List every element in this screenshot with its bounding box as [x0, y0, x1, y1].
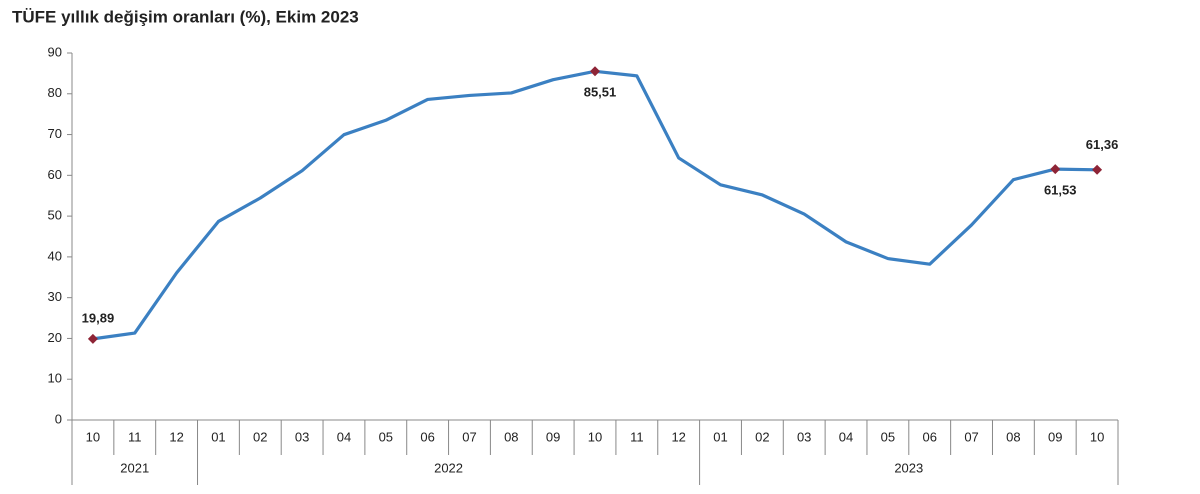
- y-tick-label: 90: [48, 44, 62, 59]
- x-tick-label: 11: [128, 429, 142, 444]
- x-tick-label: 07: [964, 429, 978, 444]
- data-marker: [87, 333, 98, 344]
- x-tick-label: 09: [1048, 429, 1062, 444]
- year-label: 2023: [894, 460, 923, 475]
- data-label: 85,51: [584, 85, 617, 100]
- x-tick-label: 10: [1090, 429, 1104, 444]
- x-tick-label: 08: [504, 429, 518, 444]
- data-marker: [1050, 164, 1061, 175]
- x-tick-label: 03: [295, 429, 309, 444]
- x-tick-label: 04: [337, 429, 351, 444]
- y-tick-label: 30: [48, 289, 62, 304]
- x-tick-label: 05: [881, 429, 895, 444]
- x-tick-label: 10: [86, 429, 100, 444]
- x-tick-label: 07: [462, 429, 476, 444]
- data-marker: [590, 66, 600, 77]
- data-label: 61,36: [1086, 137, 1119, 152]
- y-tick-label: 80: [48, 85, 62, 100]
- year-label: 2021: [120, 460, 149, 475]
- year-label: 2022: [434, 460, 463, 475]
- x-tick-label: 09: [546, 429, 560, 444]
- x-tick-label: 06: [420, 429, 434, 444]
- x-tick-label: 04: [839, 429, 853, 444]
- y-tick-label: 50: [48, 208, 62, 223]
- y-tick-label: 60: [48, 167, 62, 182]
- x-tick-label: 11: [630, 429, 644, 444]
- series-line: [92, 69, 1098, 341]
- x-tick-label: 03: [797, 429, 811, 444]
- y-tick-label: 10: [48, 371, 62, 386]
- x-tick-label: 12: [671, 429, 685, 444]
- x-tick-label: 12: [169, 429, 183, 444]
- data-label: 61,53: [1044, 183, 1077, 198]
- x-tick-label: 01: [211, 429, 225, 444]
- data-label: 19,89: [82, 310, 115, 325]
- x-tick-label: 05: [379, 429, 393, 444]
- x-tick-label: 08: [1006, 429, 1020, 444]
- x-tick-label: 10: [588, 429, 602, 444]
- y-tick-label: 70: [48, 126, 62, 141]
- y-tick-label: 40: [48, 248, 62, 263]
- data-marker: [1092, 164, 1103, 175]
- chart-title: TÜFE yıllık değişim oranları (%), Ekim 2…: [12, 7, 359, 26]
- x-tick-label: 02: [253, 429, 267, 444]
- y-tick-label: 20: [48, 330, 62, 345]
- x-tick-label: 06: [922, 429, 936, 444]
- x-tick-label: 01: [713, 429, 727, 444]
- y-tick-label: 0: [55, 411, 62, 426]
- x-tick-label: 02: [755, 429, 769, 444]
